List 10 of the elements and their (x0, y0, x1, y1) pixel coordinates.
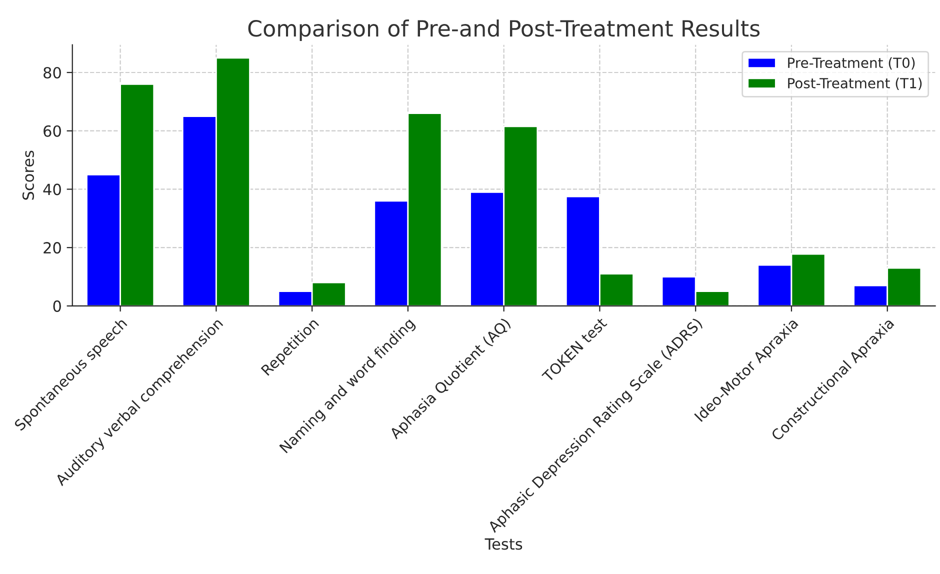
x-axis-title: Tests (484, 538, 522, 550)
y-tick-label: 80 (44, 66, 61, 79)
y-tick-label: 60 (44, 125, 61, 137)
chart-title: Comparison of Pre-and Post-Treatment Results (248, 20, 760, 42)
y-tick-label: 20 (44, 242, 61, 254)
y-axis-title: Scores (22, 150, 34, 200)
y-tick-label: 40 (43, 184, 61, 196)
legend-label: Pre-Treatment (T0) (788, 57, 915, 70)
y-tick-label: 0 (53, 300, 61, 312)
legend-label: Post-Treatment (T1) (788, 78, 922, 90)
